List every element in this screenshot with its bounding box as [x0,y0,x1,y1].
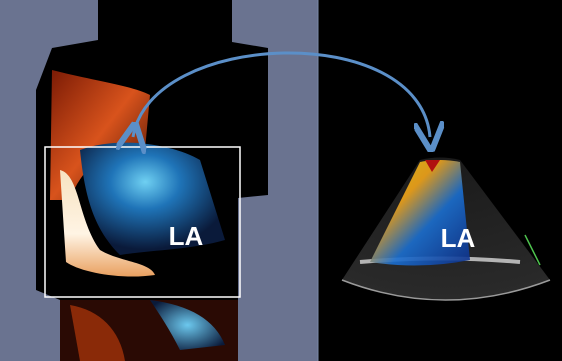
figure: LA LA [0,0,562,361]
region-label: LA [169,221,204,251]
right-panel: LA [318,0,562,361]
page: {"left_panel": {"label": "LA"}, "right_p… [0,0,562,361]
region-label: LA [441,223,476,253]
